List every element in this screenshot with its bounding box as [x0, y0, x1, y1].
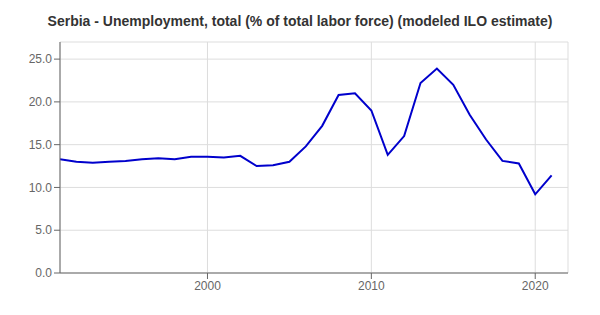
svg-text:2010: 2010 — [358, 279, 385, 293]
svg-text:25.0: 25.0 — [29, 52, 53, 66]
svg-text:5.0: 5.0 — [35, 223, 52, 237]
svg-text:20.0: 20.0 — [29, 95, 53, 109]
svg-text:15.0: 15.0 — [29, 138, 53, 152]
html-text:Serbia - Unemployment, total (: Serbia - Unemployment, total (% of total… — [47, 13, 553, 29]
svg-text:0.0: 0.0 — [35, 266, 52, 280]
svg-text:2000: 2000 — [194, 279, 221, 293]
svg-text:2020: 2020 — [522, 279, 549, 293]
svg-text:10.0: 10.0 — [29, 181, 53, 195]
